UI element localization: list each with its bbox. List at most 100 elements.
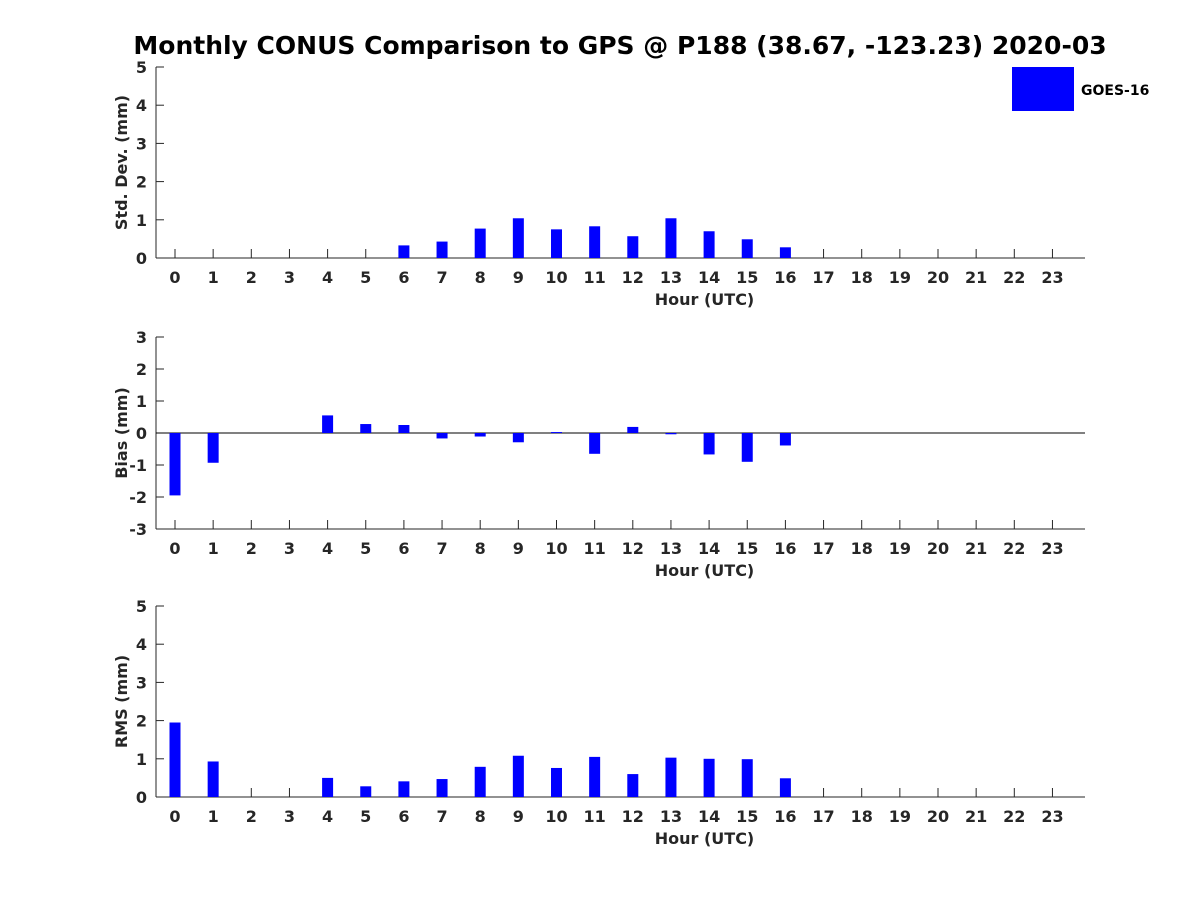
chart-title: Monthly CONUS Comparison to GPS @ P188 (… bbox=[133, 31, 1106, 60]
x-tick-label: 2 bbox=[246, 268, 257, 287]
y-tick-label: -2 bbox=[129, 488, 147, 507]
x-tick-label: 15 bbox=[736, 539, 758, 558]
x-tick-label: 18 bbox=[851, 807, 873, 826]
x-tick-label: 13 bbox=[660, 807, 682, 826]
bar bbox=[398, 425, 410, 433]
bar bbox=[436, 433, 448, 439]
y-tick-label: 0 bbox=[136, 249, 147, 268]
x-tick-label: 19 bbox=[889, 807, 911, 826]
x-tick-label: 2 bbox=[246, 807, 257, 826]
x-tick-label: 2 bbox=[246, 539, 257, 558]
x-tick-label: 12 bbox=[622, 539, 644, 558]
x-tick-label: 14 bbox=[698, 268, 720, 287]
bar bbox=[436, 779, 448, 797]
x-tick-label: 18 bbox=[851, 539, 873, 558]
x-tick-label: 4 bbox=[322, 268, 333, 287]
bar bbox=[512, 218, 524, 258]
bar bbox=[627, 774, 639, 797]
x-tick-label: 1 bbox=[208, 268, 219, 287]
x-tick-label: 18 bbox=[851, 268, 873, 287]
x-tick-label: 21 bbox=[965, 807, 987, 826]
x-tick-label: 8 bbox=[475, 268, 486, 287]
x-tick-label: 16 bbox=[774, 539, 796, 558]
x-tick-label: 16 bbox=[774, 268, 796, 287]
y-tick-label: -3 bbox=[129, 520, 147, 539]
bar bbox=[474, 228, 486, 258]
x-axis-label: Hour (UTC) bbox=[655, 561, 755, 580]
bar bbox=[779, 433, 791, 446]
x-tick-label: 7 bbox=[436, 807, 447, 826]
x-tick-label: 13 bbox=[660, 539, 682, 558]
x-tick-label: 23 bbox=[1041, 807, 1063, 826]
y-axis-label: RMS (mm) bbox=[112, 655, 131, 748]
bar bbox=[512, 755, 524, 797]
x-axis-label: Hour (UTC) bbox=[655, 290, 755, 309]
bar bbox=[398, 245, 410, 258]
x-tick-label: 11 bbox=[584, 807, 606, 826]
x-tick-label: 3 bbox=[284, 268, 295, 287]
bar bbox=[665, 218, 677, 258]
legend-swatch bbox=[1012, 67, 1074, 111]
bar bbox=[207, 433, 219, 463]
x-tick-label: 17 bbox=[812, 539, 834, 558]
x-tick-label: 20 bbox=[927, 807, 949, 826]
bar bbox=[360, 424, 372, 433]
x-tick-label: 0 bbox=[169, 268, 180, 287]
bar bbox=[551, 432, 562, 434]
x-tick-label: 16 bbox=[774, 807, 796, 826]
x-tick-label: 17 bbox=[812, 268, 834, 287]
y-tick-label: 0 bbox=[136, 788, 147, 807]
x-tick-label: 3 bbox=[284, 539, 295, 558]
x-tick-label: 5 bbox=[360, 807, 371, 826]
x-tick-label: 6 bbox=[398, 807, 409, 826]
bar bbox=[512, 433, 524, 443]
y-tick-label: 1 bbox=[136, 392, 147, 411]
x-tick-label: 0 bbox=[169, 539, 180, 558]
x-tick-label: 3 bbox=[284, 807, 295, 826]
x-tick-label: 7 bbox=[436, 539, 447, 558]
x-tick-label: 11 bbox=[584, 539, 606, 558]
x-tick-label: 20 bbox=[927, 268, 949, 287]
bar bbox=[398, 781, 410, 797]
bar bbox=[436, 241, 448, 258]
y-tick-label: 3 bbox=[136, 673, 147, 692]
y-tick-label: 3 bbox=[136, 328, 147, 347]
x-tick-label: 10 bbox=[545, 807, 567, 826]
bar bbox=[207, 761, 219, 797]
y-tick-label: 2 bbox=[136, 712, 147, 731]
bar bbox=[551, 767, 562, 797]
x-tick-label: 6 bbox=[398, 539, 409, 558]
y-tick-label: 5 bbox=[136, 597, 147, 616]
bar bbox=[703, 758, 715, 797]
x-tick-label: 15 bbox=[736, 268, 758, 287]
x-tick-label: 10 bbox=[545, 268, 567, 287]
bar bbox=[474, 766, 486, 797]
x-tick-label: 19 bbox=[889, 539, 911, 558]
bar bbox=[322, 777, 334, 797]
x-tick-label: 9 bbox=[513, 539, 524, 558]
x-tick-label: 1 bbox=[208, 807, 219, 826]
x-tick-label: 0 bbox=[169, 807, 180, 826]
y-tick-label: 0 bbox=[136, 424, 147, 443]
x-tick-label: 23 bbox=[1041, 268, 1063, 287]
x-tick-label: 14 bbox=[698, 807, 720, 826]
bar bbox=[703, 231, 715, 258]
bar bbox=[360, 786, 372, 797]
x-tick-label: 15 bbox=[736, 807, 758, 826]
bar bbox=[665, 757, 677, 797]
bar bbox=[627, 236, 639, 258]
y-tick-label: 5 bbox=[136, 58, 147, 77]
y-tick-label: -1 bbox=[129, 456, 147, 475]
x-tick-label: 11 bbox=[584, 268, 606, 287]
x-tick-label: 10 bbox=[545, 539, 567, 558]
x-tick-label: 22 bbox=[1003, 539, 1025, 558]
bar bbox=[741, 433, 753, 462]
x-tick-label: 17 bbox=[812, 807, 834, 826]
x-tick-label: 22 bbox=[1003, 268, 1025, 287]
x-tick-label: 9 bbox=[513, 807, 524, 826]
bar bbox=[779, 778, 791, 797]
bar bbox=[589, 226, 601, 258]
y-tick-label: 2 bbox=[136, 360, 147, 379]
